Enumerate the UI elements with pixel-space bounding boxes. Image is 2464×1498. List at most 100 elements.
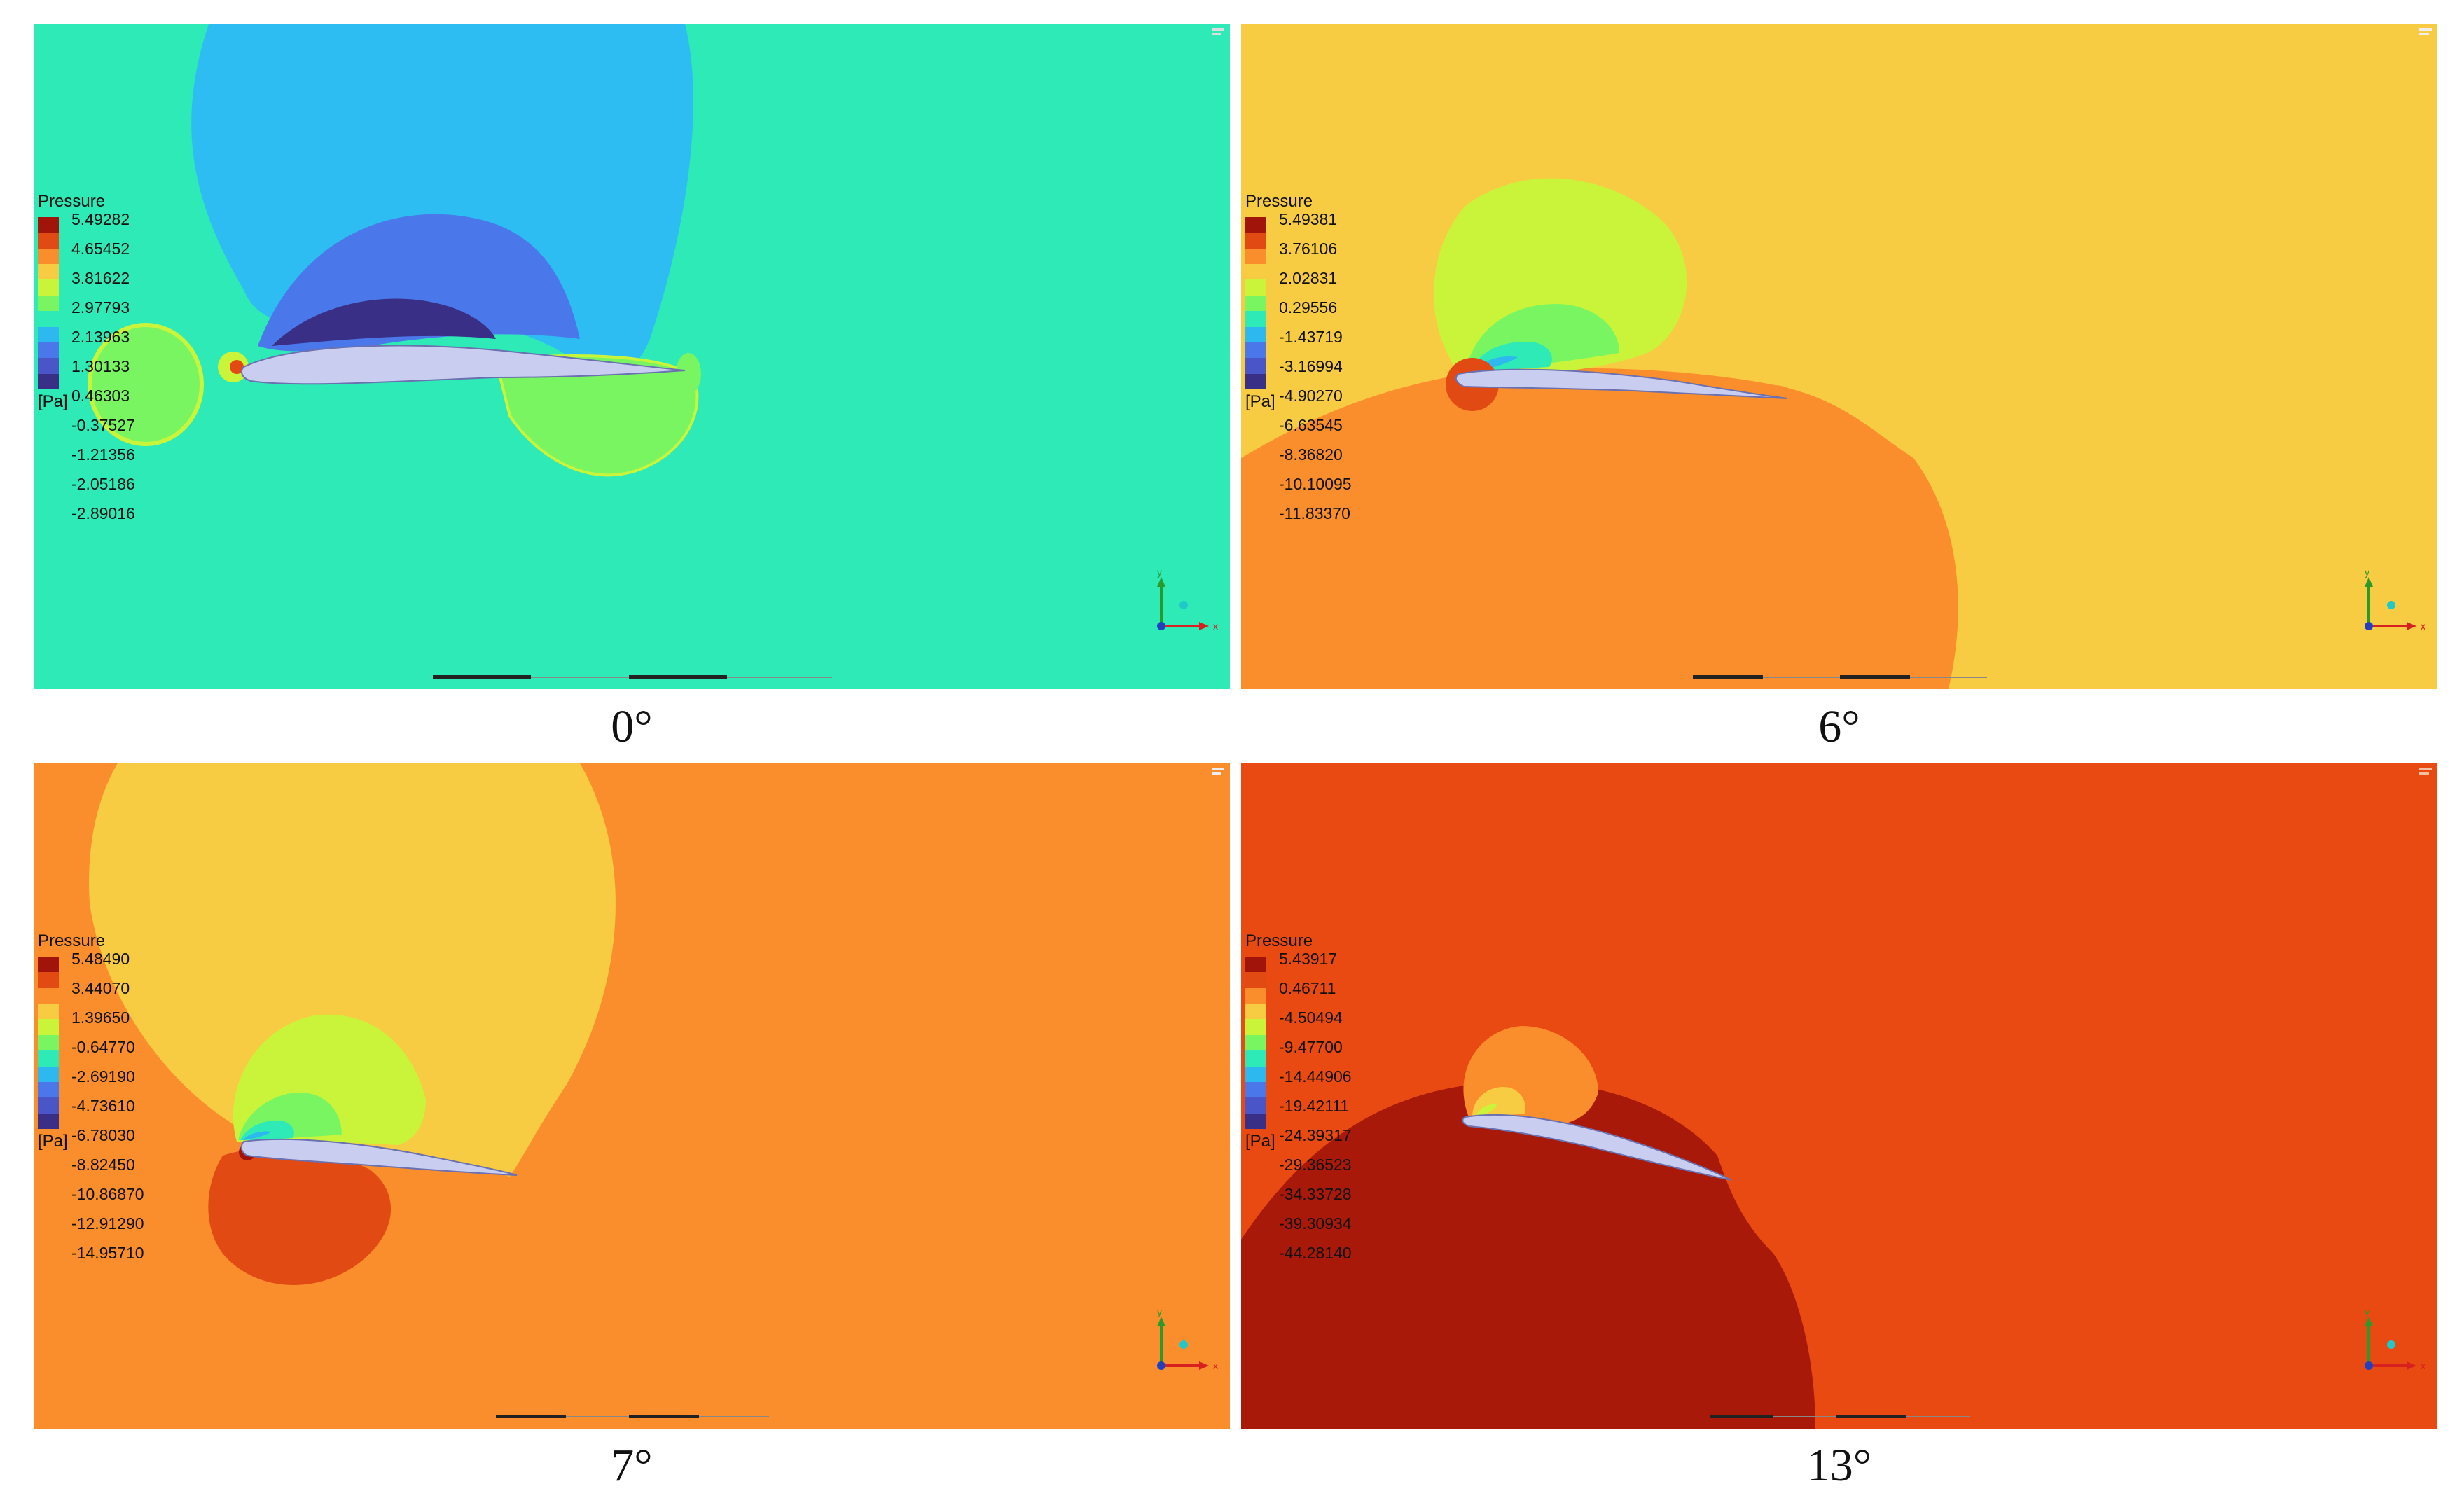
tick-label: -10.10095 [1279,475,1352,493]
colorbar-ticks: 5.49282 4.65452 3.81622 2.97793 2.13963 … [71,211,135,535]
axis-triad-icon: y x [1157,567,1218,632]
tick-label: -9.47700 [1279,1038,1343,1056]
colorbar-swatch [1245,1019,1266,1035]
colorbar-swatch [38,987,59,1004]
software-logo-icon [1212,768,1224,775]
axis-triad-icon: y x [2365,1306,2425,1371]
high-pressure-region [1241,368,1958,689]
scale-bar [433,675,832,679]
tick-label: -0.37527 [71,416,135,434]
panel-caption: 6° [1818,701,1860,752]
triad-x-label: x [2421,620,2425,632]
colorbar-swatch [38,1097,59,1114]
pressure-field-0deg [34,24,1230,689]
colorbar-swatch [38,326,59,342]
colorbar-swatch [1245,987,1266,1004]
airfoil [240,1138,518,1176]
tick-label: -4.90270 [1279,387,1343,405]
tick-label: -39.30934 [1279,1214,1352,1233]
axis-triad-icon: y x [1157,1306,1218,1371]
tick-label: 1.39650 [71,1008,130,1027]
software-logo-icon [2419,28,2432,35]
tick-label: -11.83370 [1279,504,1350,522]
triad-y-label: y [2365,1306,2369,1317]
colorbar-swatch [38,1081,59,1098]
tick-label: -8.82450 [71,1156,135,1174]
legend-title: Pressure [1245,931,1313,950]
colorbar-swatch [1245,972,1266,988]
tick-label: -8.36820 [1279,445,1343,464]
tick-label: 5.49381 [1279,210,1338,228]
tick-label: -4.73610 [71,1097,135,1115]
triad-y-label: y [1157,1306,1162,1317]
colorbar-swatch [1245,1097,1266,1114]
triad-x-label: x [1213,1360,1218,1371]
tick-label: -0.64770 [71,1038,135,1056]
tick-label: 0.46711 [1279,979,1336,997]
colorbar-swatch [1245,1004,1266,1020]
legend-title: Pressure [38,192,106,211]
tick-label: -1.21356 [71,445,135,464]
scale-bar [1710,1415,1970,1418]
tick-label: 0.46303 [71,387,130,405]
tick-label: -44.28140 [1279,1244,1352,1262]
pressure-field-7deg [34,763,1230,1429]
tick-label: -14.95710 [71,1244,144,1262]
colorbar-swatch [38,233,59,249]
colorbar-ramp [38,217,59,389]
contour-panel-6deg: Pressure 5.49381 3.76106 2.02831 0.29556… [1241,24,2437,689]
colorbar-swatch [38,295,59,312]
contour-panel-0deg: Pressure 5.49282 4.65452 3.81622 2.97793… [34,24,1230,689]
colorbar-swatch [1245,295,1266,312]
airfoil [1455,368,1788,399]
axis-triad-icon: y x [2365,567,2425,632]
colorbar-swatch [38,1050,59,1067]
tick-label: 3.44070 [71,979,130,997]
colorbar-swatch [38,264,59,280]
tick-label: 5.43917 [1279,950,1338,968]
colorbar-swatch [38,358,59,374]
scale-bar [496,1415,769,1418]
tick-label: -4.50494 [1279,1008,1343,1027]
wake-region [494,354,699,477]
tick-label: -29.36523 [1279,1156,1352,1174]
tick-label: 1.30133 [71,357,130,375]
colorbar-ticks: 5.43917 0.46711 -4.50494 -9.47700 -14.44… [1279,951,1352,1275]
tick-label: -19.42111 [1279,1097,1350,1115]
tick-label: 3.81622 [71,269,130,287]
tick-label: -2.05186 [71,475,135,493]
triad-x-label: x [2421,1360,2425,1371]
pressure-field-13deg [1241,763,2437,1429]
colorbar-swatch [38,1004,59,1020]
colorbar-swatch [38,1034,59,1051]
colorbar-swatch [38,279,59,296]
colorbar-swatch [38,1019,59,1035]
colorbar-swatch [1245,326,1266,342]
legend-unit: [Pa] [1245,1132,1275,1151]
colorbar-ramp [1245,957,1266,1129]
colorbar-legend: Pressure 5.49282 4.65452 3.81622 2.97793… [38,192,192,522]
pressure-field-6deg [1241,24,2437,689]
colorbar-swatch [1245,358,1266,374]
tick-label: -2.69190 [71,1067,135,1086]
colorbar-swatch [1245,373,1266,389]
colorbar-swatch [1245,1066,1266,1082]
colorbar-legend: Pressure 5.49381 3.76106 2.02831 0.29556… [1245,192,1399,522]
tick-label: -2.89016 [71,504,135,522]
high-pressure-region [208,1148,391,1285]
contour-panel-13deg: Pressure 5.43917 0.46711 -4.50494 -9.477… [1241,763,2437,1429]
triad-y-label: y [2365,567,2369,578]
colorbar-swatch [1245,1034,1266,1051]
colorbar-swatch [38,1066,59,1082]
tick-label: -12.91290 [71,1214,144,1233]
tick-label: 5.48490 [71,950,130,968]
colorbar-legend: Pressure 5.43917 0.46711 -4.50494 -9.477… [1245,931,1399,1261]
software-logo-icon [1212,28,1224,35]
colorbar-swatch [1245,1113,1266,1129]
tick-label: 4.65452 [71,240,130,258]
high-pressure-region [1241,1081,1815,1429]
peak-suction-region [272,298,496,346]
colorbar-swatch [1245,957,1266,973]
stagnation-bubble [88,323,204,446]
tick-label: -10.86870 [71,1185,144,1203]
